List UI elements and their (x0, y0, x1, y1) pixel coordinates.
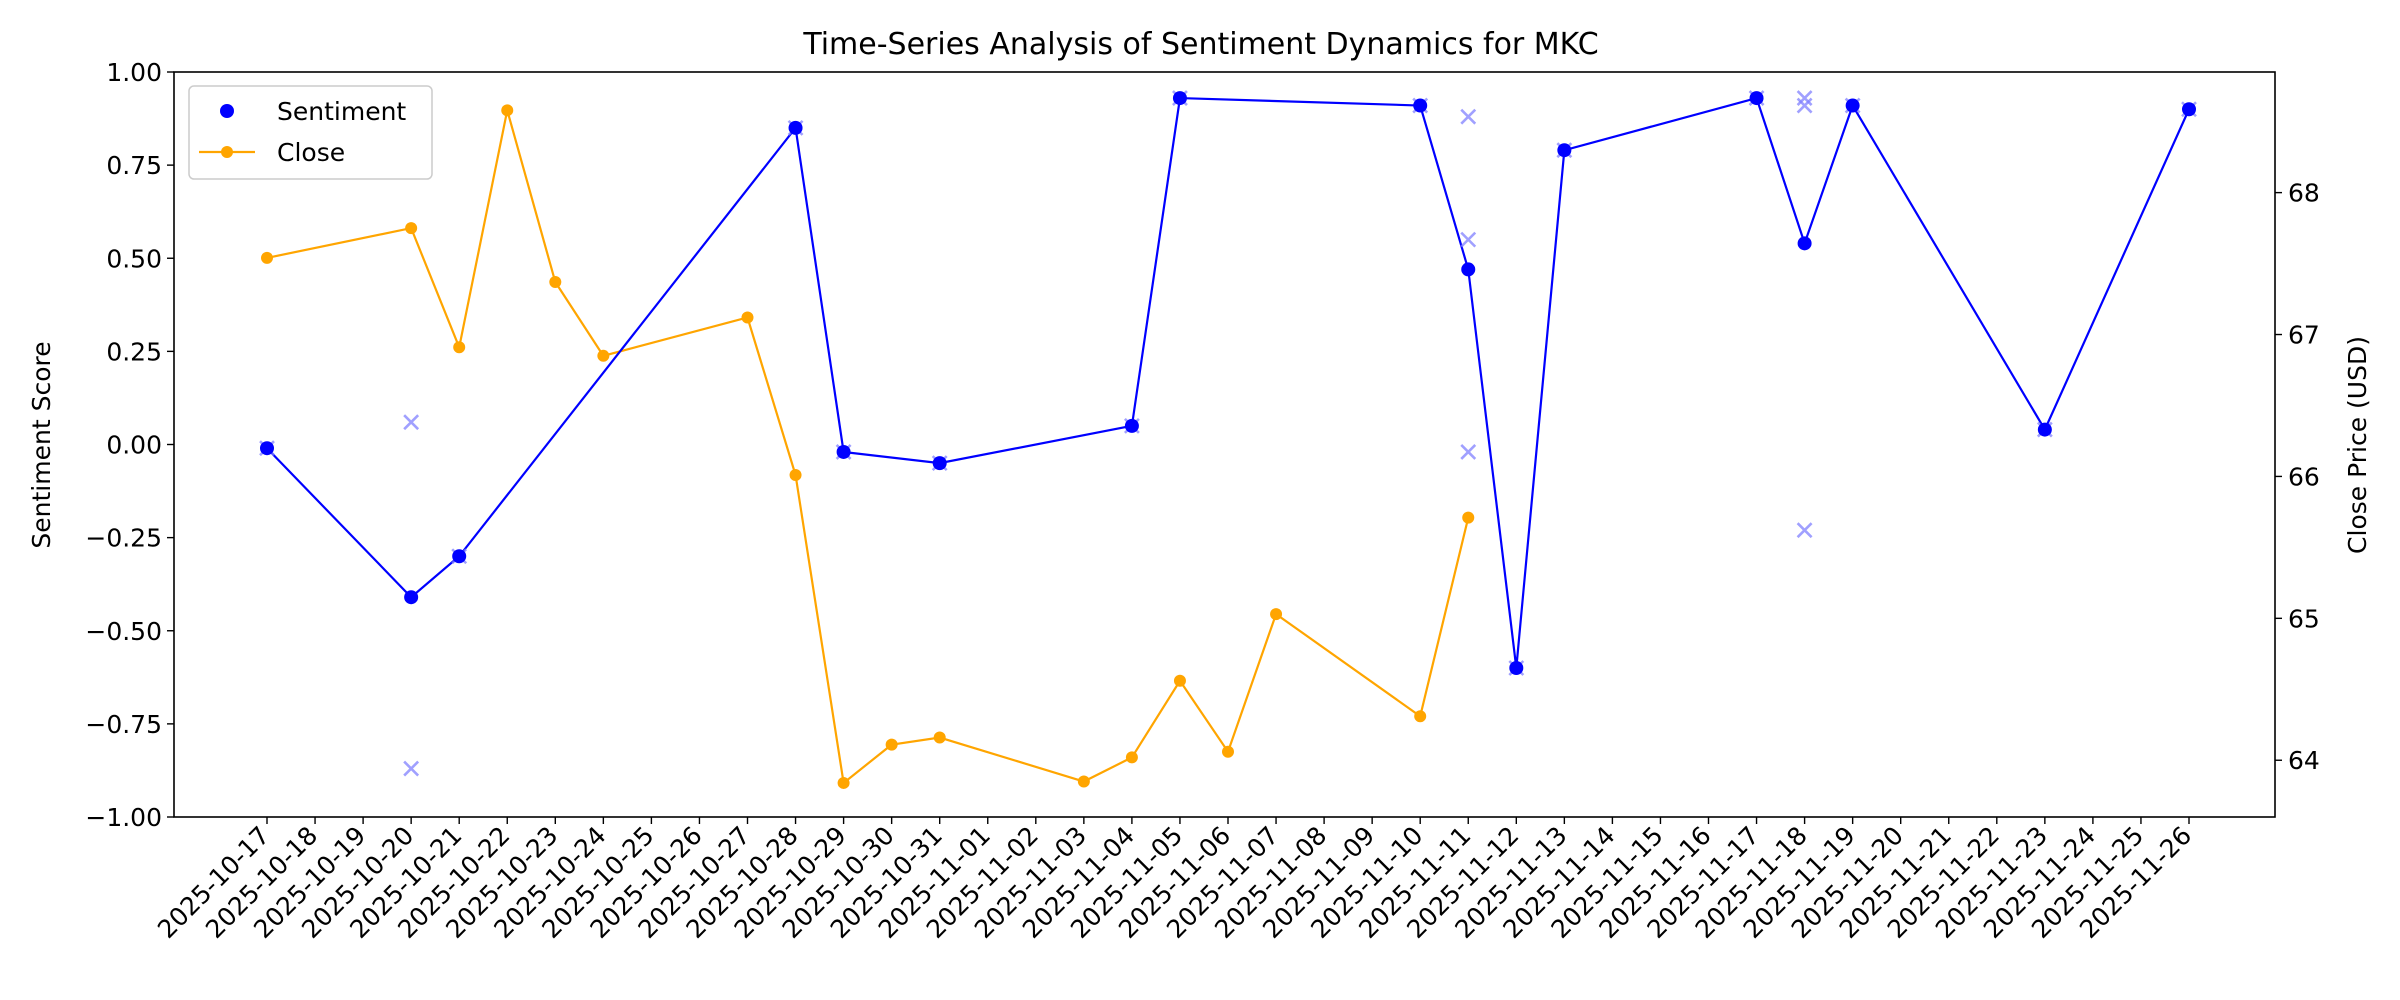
close-point (1173, 674, 1186, 687)
sentiment-point (452, 549, 467, 564)
close-point (597, 349, 610, 362)
y-tick-label-left: −0.75 (85, 710, 162, 739)
y-axis-label-right: Close Price (USD) (2343, 336, 2372, 554)
sentiment-point (788, 120, 803, 135)
close-point (405, 222, 418, 235)
y-tick-label-left: 0.25 (106, 337, 162, 366)
sentiment-point (1509, 661, 1524, 675)
close-point (549, 276, 562, 289)
legend-close-label: Close (277, 138, 345, 167)
raw-sentiment-marker (1460, 231, 1477, 248)
close-point (1414, 710, 1427, 723)
y-tick-label-left: −0.25 (85, 524, 162, 553)
raw-sentiment-marker (1460, 108, 1477, 125)
sentiment-point (1172, 91, 1187, 106)
close-point (261, 251, 273, 264)
close-point (885, 738, 898, 751)
raw-sentiment-marker (1796, 97, 1813, 114)
y-tick-label-right: 68 (2288, 179, 2320, 208)
raw-sentiment-marker (1796, 522, 1813, 539)
y-tick-label-left: 0.50 (106, 244, 162, 273)
sentiment-point (260, 441, 274, 456)
close-line (266, 110, 1470, 785)
close-point (789, 469, 802, 482)
y-tick-label-right: 65 (2288, 604, 2320, 633)
legend-box (188, 85, 433, 180)
y-tick-label-left: 0.75 (106, 151, 162, 180)
raw-sentiment-marker (403, 414, 420, 431)
close-point (837, 776, 850, 789)
y-tick-label-left: 1.00 (106, 58, 162, 87)
sentiment-point (404, 590, 419, 605)
close-point (453, 341, 466, 354)
sentiment-point (932, 456, 947, 471)
sentiment-point (1557, 143, 1572, 158)
sentiment-point (2037, 422, 2052, 437)
close-point (1125, 751, 1138, 764)
legend-sentiment-marker (220, 104, 234, 118)
close-point (501, 104, 514, 117)
legend-close-marker (221, 146, 233, 158)
close-point (1462, 511, 1475, 524)
chart-title: Time-Series Analysis of Sentiment Dynami… (802, 27, 1598, 62)
y-tick-label-right: 66 (2288, 462, 2320, 491)
raw-sentiment-marker (1460, 444, 1477, 460)
sentiment-point (1845, 98, 1860, 113)
y-tick-label-right: 67 (2288, 321, 2320, 350)
y-tick-label-right: 64 (2288, 746, 2320, 775)
sentiment-point (1461, 262, 1476, 277)
close-point (933, 731, 946, 744)
legend-sentiment-label: Sentiment (277, 97, 406, 126)
legend: Sentiment Close (188, 85, 433, 180)
raw-sentiment-marker (1796, 90, 1813, 106)
y-axis-label-left: Sentiment Score (27, 341, 56, 548)
y-tick-label-left: −0.50 (85, 617, 162, 646)
sentiment-point (836, 444, 851, 459)
sentiment-line (266, 96, 2191, 669)
y-tick-label-left: −1.00 (85, 803, 162, 832)
sentiment-point (1797, 236, 1812, 251)
close-point (1270, 608, 1283, 621)
axes: 2025-10-172025-10-182025-10-192025-10-20… (85, 58, 2319, 944)
sentiment-point (1749, 91, 1764, 106)
sentiment-point (2182, 102, 2196, 117)
close-point (1077, 775, 1090, 788)
y-tick-label-left: 0.00 (106, 431, 162, 460)
raw-sentiment-marker (403, 760, 420, 777)
plot-frame (173, 71, 2276, 818)
sentiment-point (1413, 98, 1428, 113)
close-point (741, 311, 754, 324)
plot-marks (259, 90, 2197, 789)
sentiment-point (1124, 418, 1139, 433)
close-point (1222, 745, 1234, 758)
